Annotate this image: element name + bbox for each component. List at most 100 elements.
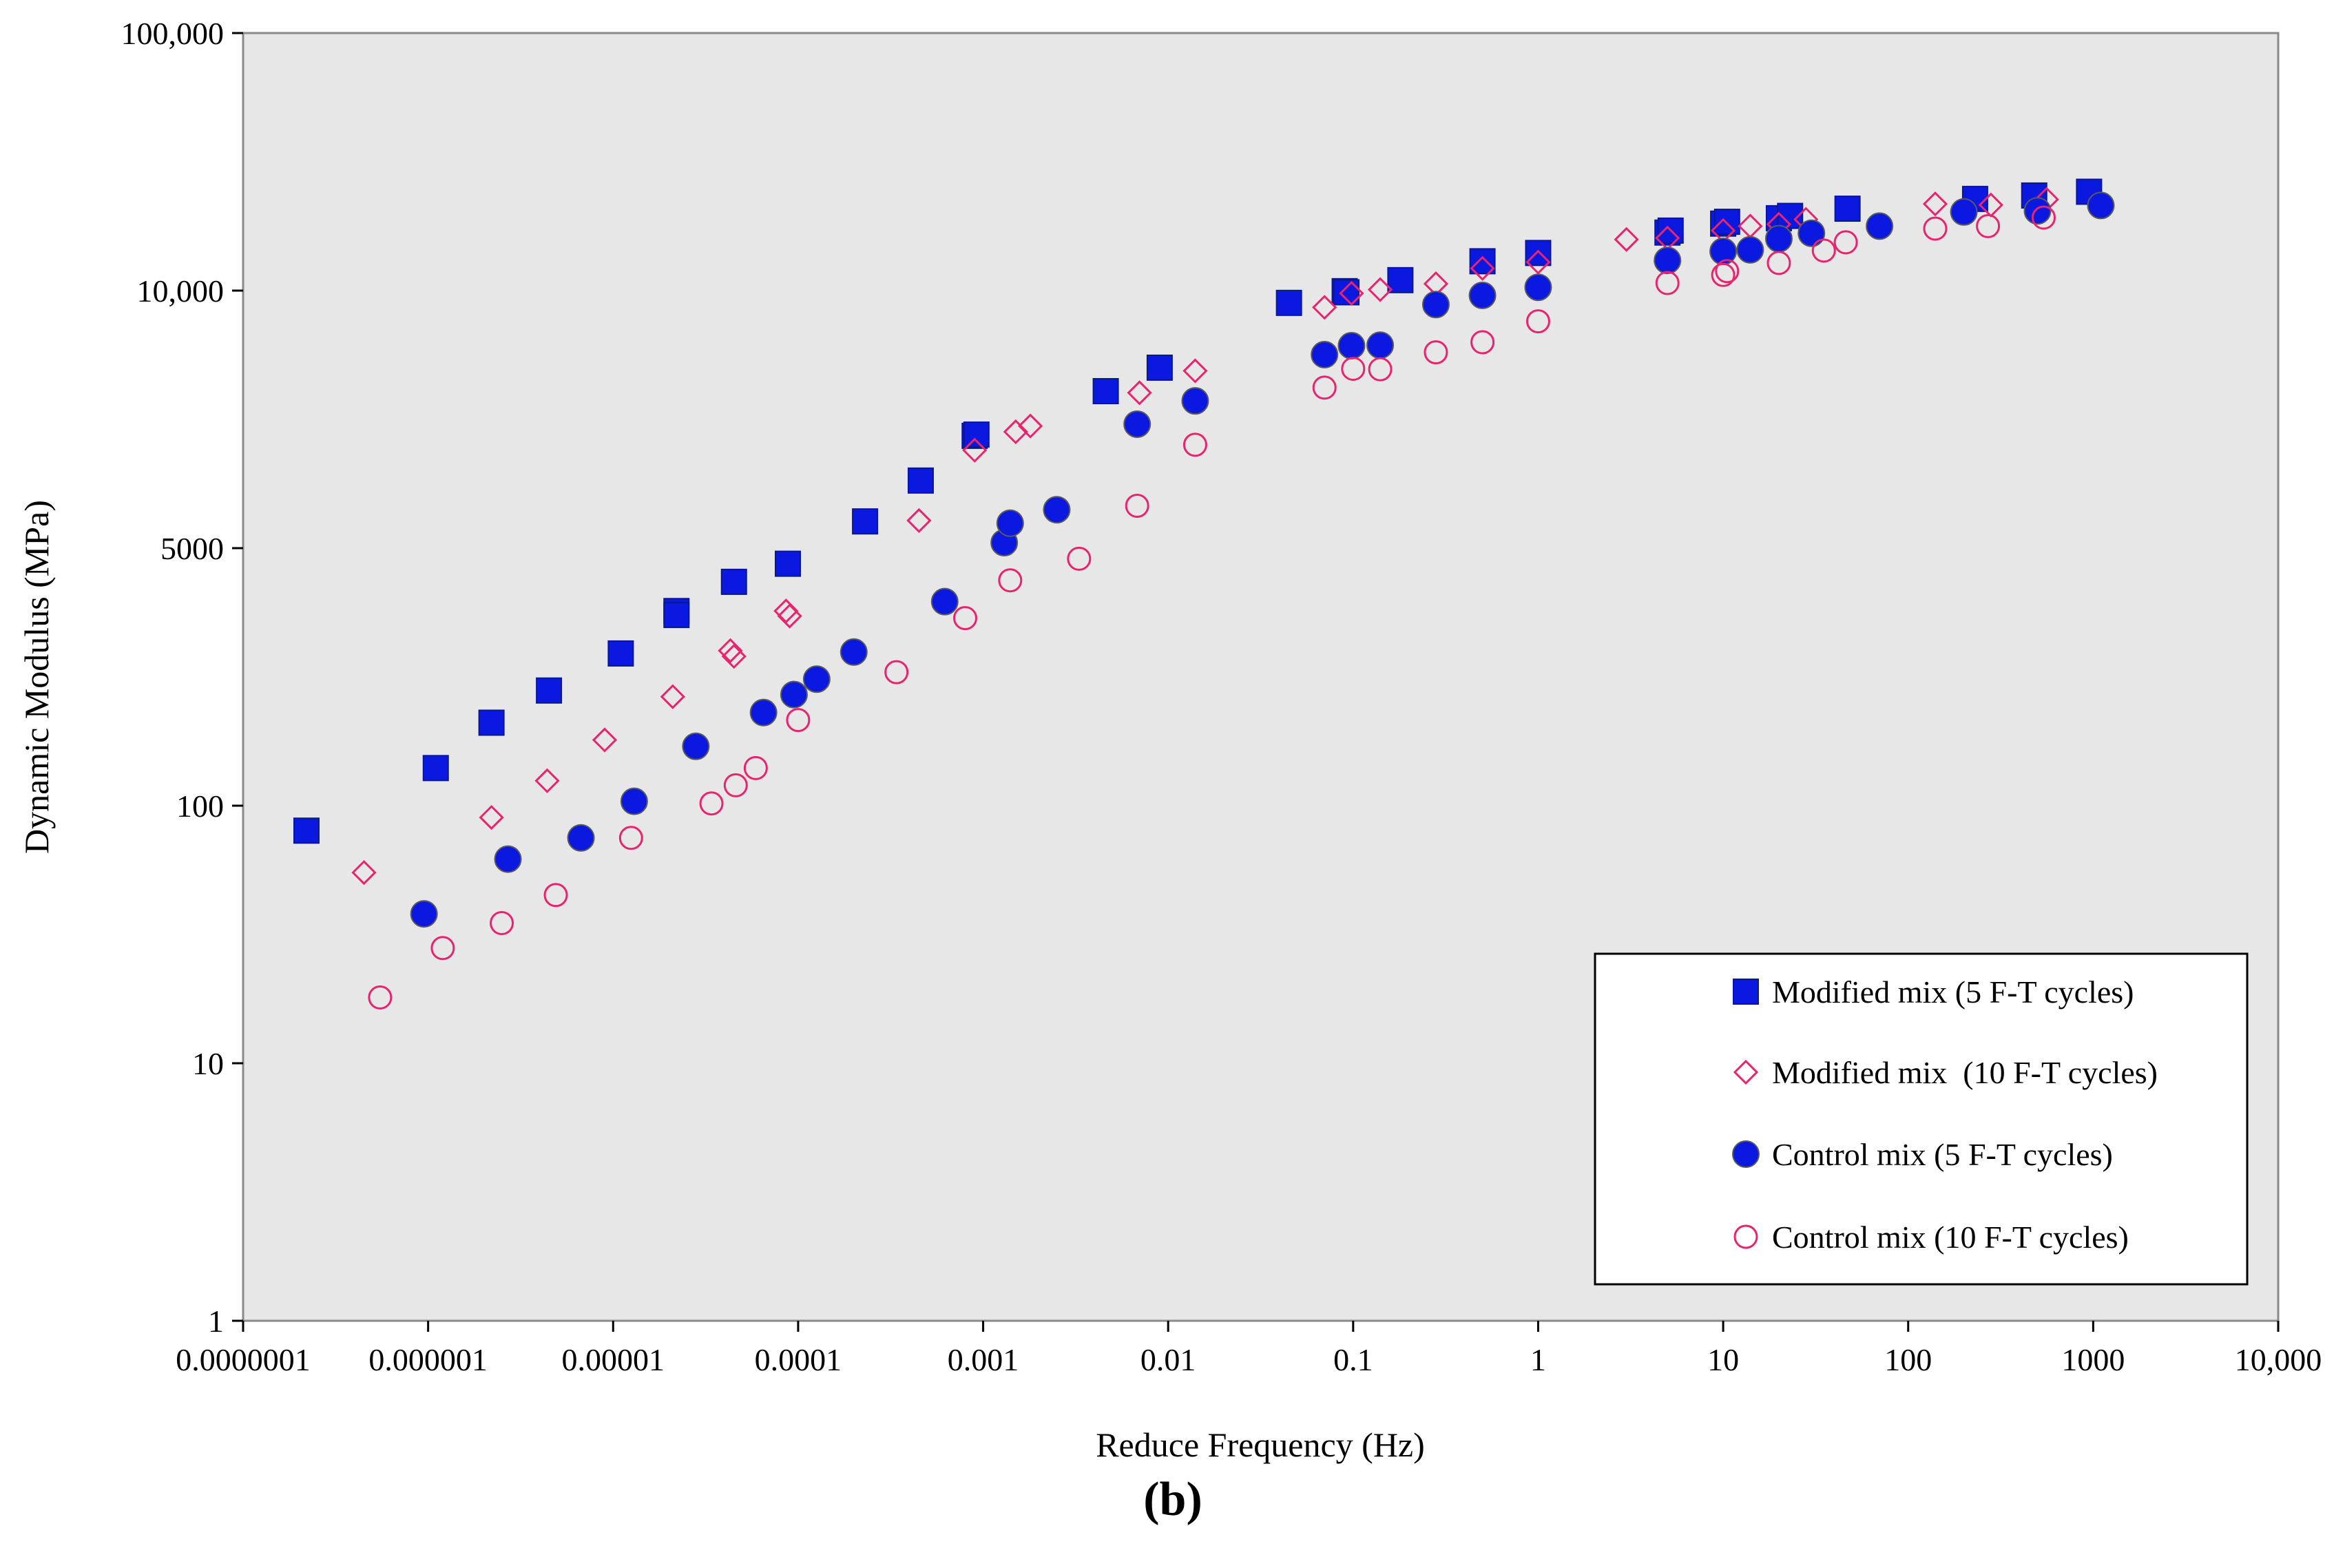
data-point [907,467,934,494]
data-point [1764,224,1793,253]
data-point [1182,358,1208,384]
data-point [777,603,802,629]
data-point [743,755,768,780]
data-point [1525,249,1551,275]
data-point [2023,197,2052,225]
data-point [1337,332,1366,360]
data-point [774,550,801,577]
data-point [1067,546,1092,571]
data-point [534,768,560,793]
data-point [1469,248,1496,275]
data-point [1470,255,1495,281]
data-point [1043,496,1071,524]
data-point [567,824,595,852]
x-tick-label: 1000 [2061,1342,2125,1377]
data-point [478,709,505,736]
data-point [1468,281,1497,309]
data-point [494,845,522,873]
data-point [749,698,778,726]
data-point [840,638,868,666]
data-point [718,638,743,663]
x-tick-label: 0.000001 [368,1342,488,1377]
data-point [884,660,909,684]
data-point [1341,357,1366,381]
x-tick-label: 1 [1530,1342,1546,1377]
data-point [1655,271,1680,295]
data-point [607,640,634,667]
data-point [1614,227,1639,252]
y-tick-label: 1 [208,1304,224,1339]
data-point [2031,205,2056,230]
data-point [422,755,449,782]
data-point [953,606,978,631]
data-point [786,708,811,733]
legend-label-4: Control mix (10 F-T cycles) [1772,1220,2129,1255]
data-point [930,587,959,616]
legend: Modified mix (5 F-T cycles) Modified mix … [1594,952,2249,1286]
data-marks [293,178,2115,1010]
data-point [1339,280,1364,306]
legend-marker-1 [1733,979,1759,1005]
data-point [1736,236,1764,264]
data-point [963,421,990,448]
data-point [1424,340,1448,365]
data-point [1833,230,1858,255]
data-point [1387,266,1414,293]
data-point [1182,432,1207,457]
data-point [1367,277,1393,302]
x-axis-title: Reduce Frequency (Hz) [1096,1425,1425,1464]
data-point [293,817,320,844]
x-tick-label: 10,000 [2235,1342,2322,1377]
data-point [536,677,563,704]
data-point [1922,191,1948,217]
data-point [998,568,1023,593]
data-point [1524,273,1552,302]
data-point [1125,494,1149,519]
data-point [663,602,690,629]
y-tick-label: 10 [192,1046,224,1081]
data-point [620,787,648,815]
y-tick-label: 5000 [160,531,224,566]
data-point [720,568,747,595]
data-point [1275,289,1302,316]
data-point [1366,331,1395,359]
data-point [996,509,1024,537]
x-tick-label: 0.00001 [562,1342,665,1377]
data-point [2087,191,2115,220]
y-axis-title: Dynamic Modulus (MPa) [17,500,56,854]
x-tick-label: 0.0000001 [176,1342,311,1377]
data-point [962,437,988,463]
legend-label-3: Control mix (5 F-T cycles) [1772,1137,2113,1172]
data-point [430,936,455,961]
data-point [1766,251,1791,275]
data-point [618,826,643,850]
data-point [1003,419,1028,445]
data-point [682,732,710,760]
data-point [1123,410,1151,438]
data-point [802,665,831,693]
data-point [723,773,748,797]
x-tick-label: 10 [1707,1342,1739,1377]
series-4 [368,205,2056,1010]
data-point [1976,213,2001,238]
x-tick-label: 0.001 [948,1342,1019,1377]
data-point [1713,209,1740,236]
data-point [1312,375,1337,400]
data-point [1368,357,1393,381]
x-tick-label: 0.0001 [755,1342,842,1377]
data-point [543,883,568,908]
data-point [1092,378,1119,405]
panel-label: (b) [1143,1473,1202,1526]
legend-label-2: Modified mix (10 F-T cycles) [1772,1055,2158,1090]
data-point [1654,247,1682,275]
data-point [479,804,504,830]
series-3 [410,191,2115,928]
legend-marker-3 [1732,1140,1760,1168]
data-point [1146,354,1173,381]
data-point [660,684,685,709]
data-point [780,680,808,709]
y-tick-label: 10,000 [137,273,225,309]
data-point [1923,216,1948,241]
data-point [1811,238,1836,263]
data-point [1866,212,1894,240]
